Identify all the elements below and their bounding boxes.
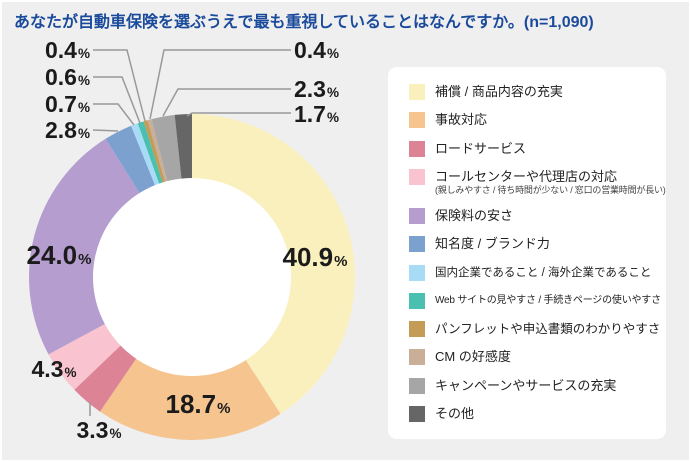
percent-sign: % [78,126,90,141]
legend-item: Web サイトの見やすさ / 手続きページの使いやすさ [409,292,661,309]
legend-item-label: キャンペーンやサービスの充実 [435,377,617,393]
percent-label: 0.6% [45,64,90,90]
legend-swatch [409,84,425,100]
percent-sign: % [217,400,230,417]
legend-item-label: コールセンターや代理店の対応 [435,168,618,184]
percent-sign: % [334,253,347,270]
page-title: あなたが自動車保険を選ぶうえで最も重視していることはなんですか。(n=1,090… [14,14,594,31]
legend-panel: 補償 / 商品内容の充実 事故対応ロードサービスコールセンターや代理店の対応 (親し… [388,67,666,439]
legend-item-label: パンフレットや申込書類のわかりやすさ [435,322,661,337]
percent-sign: % [109,426,121,441]
percent-sign: % [78,46,90,61]
leader-line [186,112,291,117]
donut-hole [93,178,291,376]
legend-item: その他 [409,405,658,422]
legend-item: 知名度 / ブランド力 [409,236,658,253]
legend-list: 補償 / 商品内容の充実 事故対応ロードサービスコールセンターや代理店の対応 (親し… [409,84,666,422]
percent-sign: % [64,365,76,380]
legend-swatch [409,264,425,281]
legend-swatch [409,349,425,366]
leader-line [93,103,135,126]
percent-label: 1.7% [294,101,339,127]
percent-label: 18.7% [166,389,231,419]
leader-line [92,129,119,132]
legend-item: キャンペーンやサービスの充実 [409,377,658,394]
legend-item: コールセンターや代理店の対応 (親しみやすさ / 待ち時間が少ない / 窓口の営業… [409,168,666,196]
percent-sign: % [327,85,339,100]
legend-item-label: ロードサービス [435,140,527,156]
legend-swatch [409,140,425,157]
legend-item-label: CM の好感度 [435,349,511,365]
legend-item: 事故対応 [409,112,658,129]
leader-line [93,76,141,124]
legend-item: 国内企業であること / 海外企業であること [409,264,658,281]
legend-item-label: 知名度 / ブランド力 [435,236,550,252]
percent-label: 2.3% [294,76,339,102]
legend-item-subnote: (親しみやすさ / 待ち時間が少ない / 窓口の営業時間が長い) [435,184,666,195]
leader-line [162,88,291,117]
legend-item: パンフレットや申込書類のわかりやすさ [409,321,661,338]
legend-swatch [409,112,425,129]
legend-swatch [409,168,425,185]
legend-swatch [409,292,425,309]
leader-line [93,49,146,122]
percent-label: 0.7% [45,91,90,117]
percent-label: 2.8% [45,117,90,143]
percent-label: 24.0% [27,240,92,270]
percent-sign: % [78,251,91,268]
legend-item-label: 保険料の安さ [435,208,514,224]
legend-item: 保険料の安さ [409,208,658,225]
percent-label: 40.9% [283,242,348,272]
legend-item-label: 補償 / 商品内容の充実 [435,84,563,99]
legend-item-label: Web サイトの見やすさ / 手続きページの使いやすさ [435,294,661,306]
legend-swatch [409,321,425,338]
percent-label: 3.3% [77,417,122,443]
legend-swatch [409,236,425,253]
percent-sign: % [327,46,339,61]
legend-swatch [409,377,425,394]
legend-swatch [409,208,425,225]
legend-item: CM の好感度 [409,349,658,366]
leader-line [149,49,291,120]
percent-sign: % [78,100,90,115]
legend-item: 補償 / 商品内容の充実 [409,84,658,100]
legend-item-label: 国内企業であること / 海外企業であること [435,266,652,279]
donut-chart: 40.9%18.7%3.3%4.3%24.0%2.8%0.7%0.6%0.4% 0… [27,37,355,443]
percent-sign: % [78,73,90,88]
percent-label: 4.3% [32,356,77,382]
legend-item-label: その他 [435,405,475,421]
percent-label: 0.4% [294,37,339,63]
percent-label: 0.4% [45,37,90,63]
percent-sign: % [327,110,339,125]
legend-swatch [409,405,425,422]
legend-item: ロードサービス [409,140,658,157]
legend-item-label: 事故対応 [435,112,488,128]
